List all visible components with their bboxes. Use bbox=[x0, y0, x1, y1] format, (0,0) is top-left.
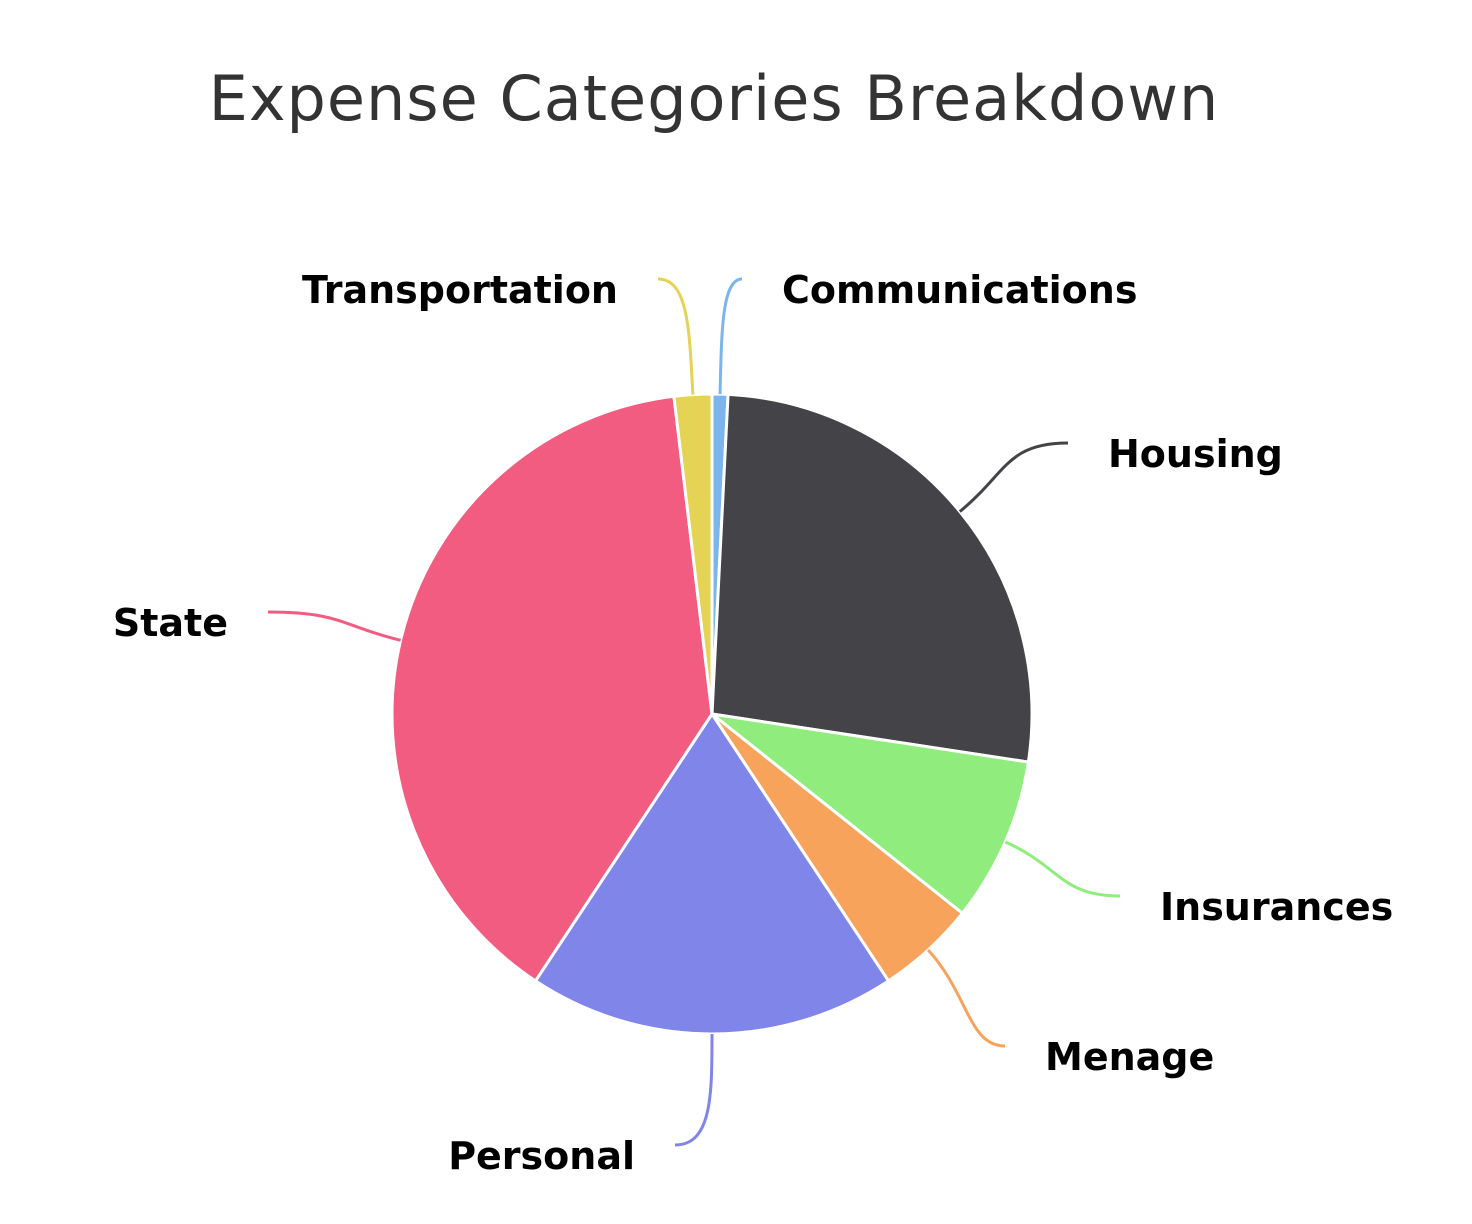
connector-menage bbox=[927, 948, 1006, 1048]
data-label-state: State bbox=[113, 601, 228, 645]
connector-personal bbox=[674, 1033, 714, 1147]
pie-slice-housing[interactable] bbox=[710, 392, 1034, 764]
connector-housing bbox=[958, 441, 1069, 513]
connector-state bbox=[267, 610, 401, 642]
data-label-personal: Personal bbox=[448, 1134, 635, 1178]
chart-title: Expense Categories Breakdown bbox=[208, 62, 1220, 135]
connector-communications bbox=[718, 277, 743, 395]
connector-transportation bbox=[657, 277, 695, 395]
data-label-transportation: Transportation bbox=[302, 268, 618, 312]
pie-slice-state[interactable] bbox=[390, 394, 714, 983]
connector-insurances bbox=[1004, 840, 1121, 898]
data-label-insurances: Insurances bbox=[1160, 885, 1393, 929]
pie-slice-transportation[interactable] bbox=[672, 392, 714, 716]
data-label-communications: Communications bbox=[782, 268, 1137, 312]
data-label-menage: Menage bbox=[1045, 1035, 1214, 1079]
data-label-housing: Housing bbox=[1108, 432, 1283, 476]
